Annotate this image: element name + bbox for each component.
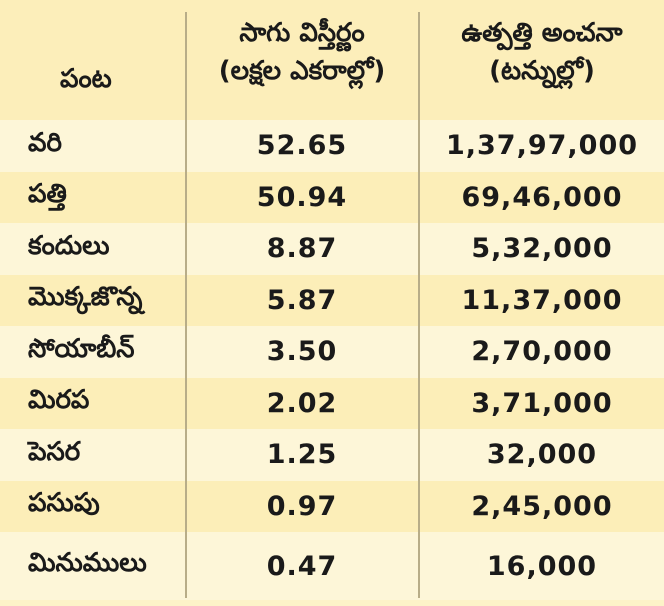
production-estimate: 2,45,000 <box>471 490 613 522</box>
crop-name: సోయాబీన్ <box>28 333 135 364</box>
cultivation-area: 0.47 <box>266 550 338 582</box>
column-divider <box>185 12 187 598</box>
table-row: పత్తి 50.94 69,46,000 <box>0 171 664 223</box>
header-production-title: ఉత్పత్తి అంచనా <box>461 18 623 48</box>
production-estimate: 5,32,000 <box>471 233 613 265</box>
header-production: ఉత్పత్తి అంచనా (టన్నుల్లో) <box>420 14 664 90</box>
table-body: వరి 52.65 1,37,97,000 పత్తి 50.94 69,46,… <box>0 120 664 600</box>
production-estimate: 2,70,000 <box>471 336 613 368</box>
cultivation-area: 5.87 <box>266 284 338 316</box>
production-estimate: 16,000 <box>486 550 598 582</box>
production-estimate: 32,000 <box>486 439 598 471</box>
header-area: సాగు విస్తీర్ణం (లక్షల ఎకరాల్లో) <box>186 14 418 90</box>
crop-name: మిరప <box>28 385 90 416</box>
crop-name: పెసర <box>28 436 81 467</box>
crop-name: పత్తి <box>28 179 67 210</box>
production-estimate: 11,37,000 <box>461 284 623 316</box>
crop-name: మొక్కజొన్న <box>28 282 143 313</box>
header-production-unit: (టన్నుల్లో) <box>489 56 595 86</box>
table-row: వరి 52.65 1,37,97,000 <box>0 120 664 172</box>
cultivation-area: 3.50 <box>266 336 338 368</box>
header-crop-label: పంట <box>60 64 112 94</box>
production-estimate: 1,37,97,000 <box>445 130 639 162</box>
production-estimate: 3,71,000 <box>471 387 613 419</box>
column-divider <box>418 12 420 598</box>
header-crop: పంట <box>60 60 170 98</box>
table-row: పెసర 1.25 32,000 <box>0 429 664 481</box>
header-area-unit: (లక్షల ఎకరాల్లో) <box>218 56 386 86</box>
table-header: పంట సాగు విస్తీర్ణం (లక్షల ఎకరాల్లో) ఉత్… <box>0 0 664 120</box>
header-area-title: సాగు విస్తీర్ణం <box>239 18 365 48</box>
cultivation-area: 0.97 <box>266 490 338 522</box>
table-row: కందులు 8.87 5,32,000 <box>0 223 664 275</box>
cultivation-area: 52.65 <box>256 130 348 162</box>
cultivation-area: 8.87 <box>266 233 338 265</box>
table-row: మినుములు 0.47 16,000 <box>0 532 664 600</box>
table-row: మిరప 2.02 3,71,000 <box>0 377 664 429</box>
crop-name: కందులు <box>28 230 110 261</box>
cultivation-area: 1.25 <box>266 439 338 471</box>
crop-name: పసుపు <box>28 488 100 519</box>
table-row: మొక్కజొన్న 5.87 11,37,000 <box>0 274 664 326</box>
crop-name: వరి <box>28 127 62 158</box>
cultivation-area: 50.94 <box>256 181 348 213</box>
table-row: పసుపు 0.97 2,45,000 <box>0 480 664 532</box>
crop-name: మినుములు <box>28 548 147 578</box>
production-estimate: 69,46,000 <box>461 181 623 213</box>
table-row: సోయాబీన్ 3.50 2,70,000 <box>0 326 664 378</box>
cultivation-area: 2.02 <box>266 387 338 419</box>
